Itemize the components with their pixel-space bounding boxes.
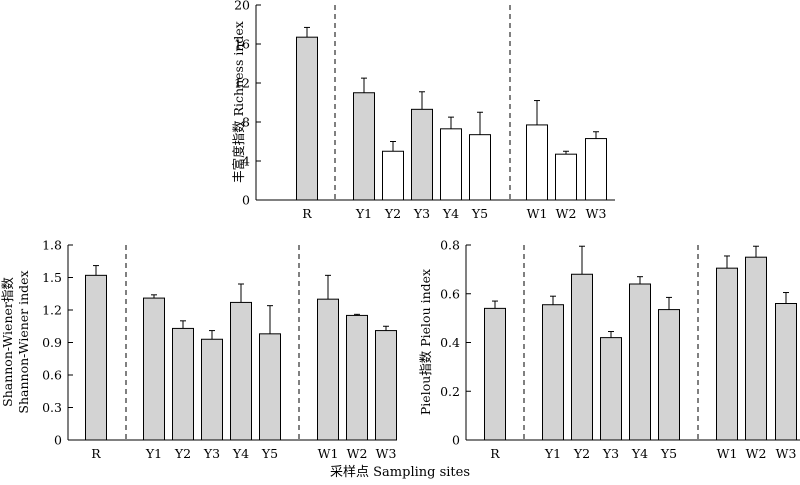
y-axis-label: 丰富度指数 Richness index (231, 21, 246, 183)
category-label: Y4 (232, 446, 249, 461)
y-tick-label: 0.4 (440, 335, 460, 350)
category-label: W2 (347, 446, 368, 461)
category-label: Y2 (174, 446, 191, 461)
shannon-wiener-chart: 0 0.3 0.6 0.9 1.2 1.5 1.8 R Y1 Y2 Y3 Y4 Y5 W1 W2 W3 Shan… (0, 238, 397, 461)
y-axis-label-line: Shannon-Wiener index (16, 270, 31, 413)
y-tick-label: 0.6 (42, 368, 62, 383)
y-tick-label: 0 (452, 433, 460, 448)
y-axis-label-group: 丰富度指数 Richness index (231, 21, 246, 183)
category-label: W3 (586, 206, 607, 221)
y-tick-label: 20 (234, 0, 250, 13)
bar-y4 (440, 128, 462, 201)
bar-y2 (382, 150, 404, 201)
bar-y2 (172, 327, 194, 441)
y-axis-label-line: Shannon-Wiener指数 (0, 277, 15, 407)
bar-r (296, 36, 318, 201)
category-label: Y5 (660, 446, 677, 461)
y-tick-label: 0.6 (440, 286, 460, 301)
category-label: R (490, 446, 500, 461)
category-label: W2 (746, 446, 767, 461)
category-label: W1 (527, 206, 548, 221)
category-label: Y4 (631, 446, 648, 461)
category-label: Y2 (384, 206, 401, 221)
bar-y5 (469, 134, 491, 201)
bar-y2 (571, 273, 593, 441)
bar-w1 (526, 124, 548, 201)
bar-y5 (259, 333, 281, 441)
bar-y3 (411, 108, 433, 201)
bar-y5 (658, 309, 680, 441)
bar-w3 (585, 138, 607, 201)
bar-y1 (353, 92, 375, 201)
bar-w1 (317, 298, 339, 441)
y-tick-label: 4 (242, 154, 250, 169)
category-label: Y1 (145, 446, 162, 461)
category-label: Y3 (602, 446, 619, 461)
bar-r (484, 307, 506, 441)
y-axis-label-group: Shannon-Wiener指数 Shannon-Wiener index (0, 270, 31, 413)
bar-w3 (775, 303, 797, 441)
category-label: W2 (556, 206, 577, 221)
bar-y4 (629, 283, 651, 441)
bar-w2 (346, 314, 368, 441)
category-label: Y1 (355, 206, 372, 221)
bar-y4 (230, 301, 252, 441)
category-label: Y5 (471, 206, 488, 221)
bar-y1 (542, 304, 564, 441)
y-axis-label: Pielou指数 Pielou index (418, 269, 433, 415)
y-tick-label: 12 (234, 76, 250, 91)
y-tick-label: 0 (242, 193, 250, 208)
bar-y3 (201, 338, 223, 441)
y-tick-label: 0 (54, 433, 62, 448)
bar-w1 (716, 267, 738, 441)
bar-y1 (143, 297, 165, 441)
y-tick-label: 16 (234, 37, 250, 52)
category-label: Y5 (261, 446, 278, 461)
category-label: W1 (717, 446, 738, 461)
category-label: Y2 (573, 446, 590, 461)
y-tick-label: 0.3 (42, 400, 62, 415)
category-label: R (302, 206, 312, 221)
bar-w2 (555, 153, 577, 201)
y-tick-label: 0.9 (42, 335, 62, 350)
y-axis-label-group: Pielou指数 Pielou index (418, 269, 433, 415)
bar-w3 (375, 330, 397, 441)
category-label: W3 (776, 446, 797, 461)
y-tick-label: 0.2 (440, 384, 460, 399)
pielou-chart: 0 0.2 0.4 0.6 0.8 R Y1 Y2 Y3 Y4 Y5 W1 W2 W3 Pielou指数 P… (418, 238, 800, 461)
category-label: Y1 (544, 446, 561, 461)
category-label: Y3 (203, 446, 220, 461)
richness-chart: 0 4 8 12 16 20 R Y1 Y2 Y3 Y4 Y5 W1 W2 W3 丰富度指数 Richness… (231, 0, 615, 221)
category-label: Y3 (413, 206, 430, 221)
bar-r (85, 274, 107, 441)
category-label: Y4 (442, 206, 459, 221)
bar-w2 (745, 256, 767, 441)
x-axis-label: 采样点 Sampling sites (330, 465, 470, 480)
y-tick-label: 0.8 (440, 238, 460, 253)
category-label: W1 (318, 446, 339, 461)
bar-y3 (600, 337, 622, 441)
y-tick-label: 1.5 (42, 270, 62, 285)
category-label: R (91, 446, 101, 461)
y-tick-label: 1.2 (42, 303, 62, 318)
y-tick-label: 1.8 (42, 238, 62, 253)
y-tick-label: 8 (242, 115, 250, 130)
category-label: W3 (376, 446, 397, 461)
